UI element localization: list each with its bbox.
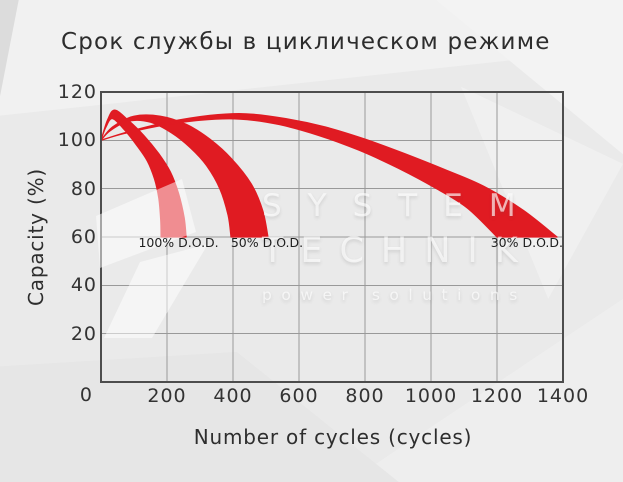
dod-band-2 [100, 113, 558, 238]
dod-band-1 [100, 114, 269, 238]
